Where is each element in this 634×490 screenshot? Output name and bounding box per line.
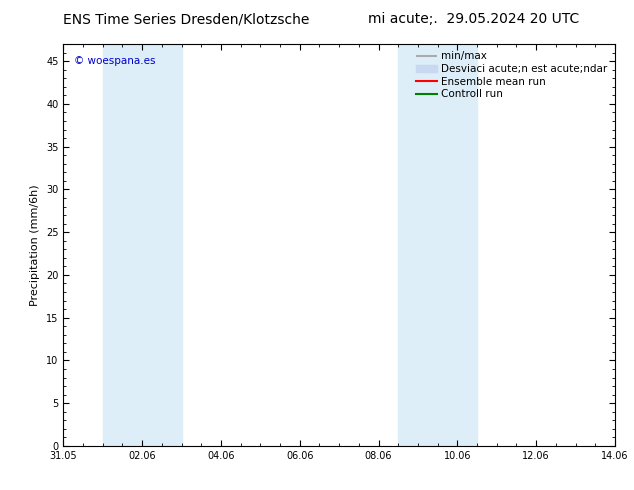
Text: © woespana.es: © woespana.es bbox=[74, 56, 156, 66]
Y-axis label: Precipitation (mm/6h): Precipitation (mm/6h) bbox=[30, 184, 41, 306]
Text: mi acute;.  29.05.2024 20 UTC: mi acute;. 29.05.2024 20 UTC bbox=[368, 12, 579, 26]
Legend: min/max, Desviaci acute;n est acute;ndar, Ensemble mean run, Controll run: min/max, Desviaci acute;n est acute;ndar… bbox=[415, 49, 610, 101]
Text: ENS Time Series Dresden/Klotzsche: ENS Time Series Dresden/Klotzsche bbox=[63, 12, 310, 26]
Bar bbox=[398, 44, 477, 446]
Bar bbox=[103, 44, 181, 446]
